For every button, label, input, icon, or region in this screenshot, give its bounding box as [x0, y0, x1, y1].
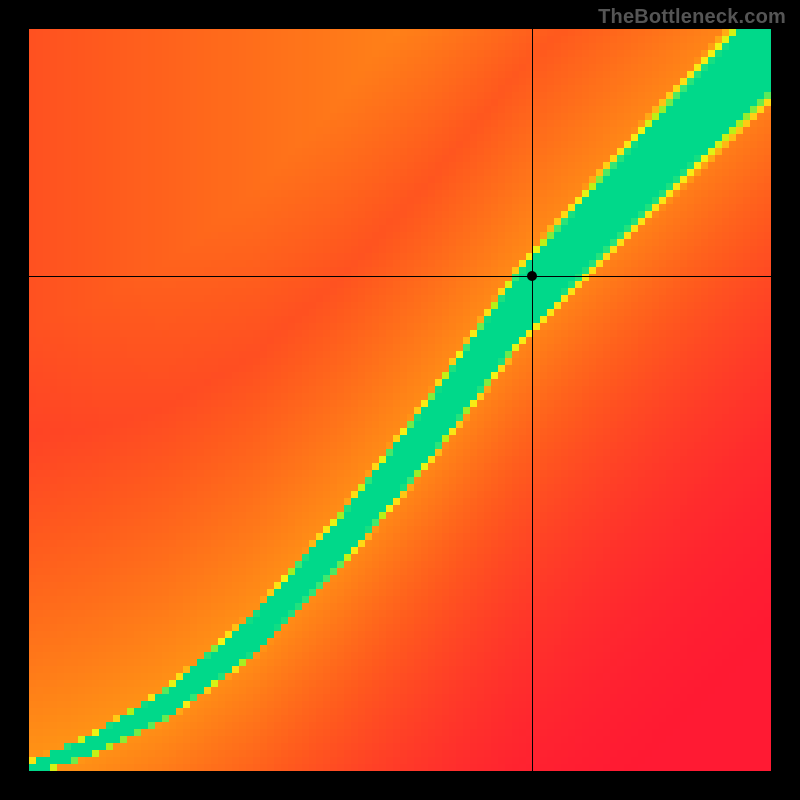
heatmap-plot: [29, 29, 771, 771]
attribution-text: TheBottleneck.com: [598, 6, 786, 29]
crosshair-horizontal: [29, 276, 771, 277]
heatmap-canvas: [29, 29, 771, 771]
crosshair-vertical: [532, 29, 533, 771]
